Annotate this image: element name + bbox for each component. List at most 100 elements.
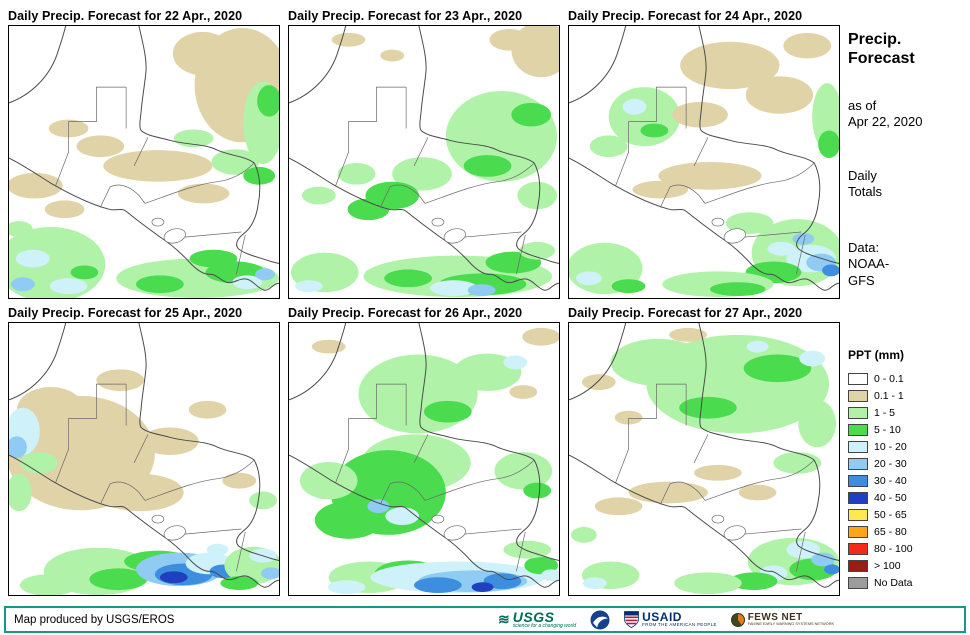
forecast-panel: Daily Precip. Forecast for 26 Apr., 2020 <box>288 305 562 596</box>
footer-bar: Map produced by USGS/EROS ≋ USGS science… <box>4 606 966 633</box>
legend-swatch <box>848 423 868 436</box>
fewsnet-wordmark: FEWS NET <box>747 611 803 623</box>
legend-item: 20 - 30 <box>848 455 913 472</box>
legend-label: No Data <box>874 576 913 589</box>
legend-swatch <box>848 389 868 402</box>
credit-text: Map produced by USGS/EROS <box>14 613 175 626</box>
precip-patches <box>290 26 559 298</box>
legend-label: 65 - 80 <box>874 525 907 538</box>
usgs-wave-icon: ≋ <box>498 611 510 627</box>
legend-label: 5 - 10 <box>874 423 901 436</box>
usgs-tagline: science for a changing world <box>512 623 577 629</box>
daily-totals-label: Daily Totals <box>848 168 882 201</box>
legend-swatch <box>848 576 868 589</box>
legend-item: 10 - 20 <box>848 438 913 455</box>
legend-swatch <box>848 406 868 419</box>
legend-item: 30 - 40 <box>848 472 913 489</box>
legend-swatch <box>848 474 868 487</box>
legend-label: 80 - 100 <box>874 542 913 555</box>
legend-label: 0.1 - 1 <box>874 389 904 402</box>
legend-label: 40 - 50 <box>874 491 907 504</box>
legend-item: 80 - 100 <box>848 540 913 557</box>
panel-title: Daily Precip. Forecast for 26 Apr., 2020 <box>288 306 523 320</box>
legend-item: 40 - 50 <box>848 489 913 506</box>
legend-label: 0 - 0.1 <box>874 372 904 385</box>
forecast-panel: Daily Precip. Forecast for 27 Apr., 2020 <box>568 305 842 596</box>
panel-title: Daily Precip. Forecast for 27 Apr., 2020 <box>568 306 803 320</box>
fewsnet-globe-icon <box>730 612 745 627</box>
legend-swatch <box>848 372 868 385</box>
sidebar-title-line1: Precip. <box>848 31 902 48</box>
usaid-logo-text: USAID FROM THE AMERICAN PEOPLE <box>642 611 717 628</box>
forecast-map <box>568 322 840 596</box>
precip-patches <box>299 327 559 595</box>
forecast-panel: Daily Precip. Forecast for 24 Apr., 2020 <box>568 8 842 299</box>
forecast-map <box>288 322 560 596</box>
usaid-wordmark: USAID <box>642 610 682 625</box>
forecast-panel: Daily Precip. Forecast for 25 Apr., 2020 <box>8 305 282 596</box>
legend: 0 - 0.1 0.1 - 1 1 - 5 5 - 10 10 - 20 20 - 30 3… <box>848 370 913 591</box>
legend-label: > 100 <box>874 559 901 572</box>
noaa-seal-icon <box>590 610 610 629</box>
panel-title: Daily Precip. Forecast for 23 Apr., 2020 <box>288 9 523 23</box>
legend-item: No Data <box>848 574 913 591</box>
fewsnet-logo-text: FEWS NET FAMINE EARLY WARNING SYSTEMS NE… <box>747 611 834 627</box>
usaid-shield-icon <box>624 611 640 628</box>
usaid-tagline: FROM THE AMERICAN PEOPLE <box>642 622 717 628</box>
sidebar-title: Precip. Forecast <box>848 30 915 68</box>
legend-label: 1 - 5 <box>874 406 896 419</box>
forecast-panel: Daily Precip. Forecast for 22 Apr., 2020 <box>8 8 282 299</box>
as-of-label: as of <box>848 98 877 113</box>
data-source-label: Data: <box>848 240 880 255</box>
forecast-map <box>288 25 560 299</box>
as-of-date: as of Apr 22, 2020 <box>848 98 922 131</box>
sidebar-title-line2: Forecast <box>848 50 915 68</box>
usgs-wordmark: USGS <box>512 609 555 625</box>
legend-swatch <box>848 542 868 555</box>
data-source-line2: NOAA- <box>848 256 890 272</box>
legend-swatch <box>848 491 868 504</box>
fewsnet-logo: FEWS NET FAMINE EARLY WARNING SYSTEMS NE… <box>730 611 834 627</box>
precip-patches <box>569 32 839 298</box>
usgs-logo: ≋ USGS science for a changing world <box>498 610 576 629</box>
legend-item: 0.1 - 1 <box>848 387 913 404</box>
legend-label: 10 - 20 <box>874 440 907 453</box>
legend-swatch <box>848 440 868 453</box>
legend-item: 5 - 10 <box>848 421 913 438</box>
forecast-panel: Daily Precip. Forecast for 23 Apr., 2020 <box>288 8 562 299</box>
map-grid: Daily Precip. Forecast for 22 Apr., 2020… <box>8 8 842 596</box>
daily-totals-line1: Daily <box>848 168 877 183</box>
legend-label: 50 - 65 <box>874 508 907 521</box>
panel-title: Daily Precip. Forecast for 25 Apr., 2020 <box>8 306 243 320</box>
forecast-map <box>568 25 840 299</box>
legend-item: 50 - 65 <box>848 506 913 523</box>
panel-title: Daily Precip. Forecast for 22 Apr., 2020 <box>8 9 243 23</box>
precip-patches <box>9 369 279 595</box>
footer-logos: ≋ USGS science for a changing world USAI… <box>498 610 834 630</box>
legend-swatch <box>848 508 868 521</box>
legend-item: 0 - 0.1 <box>848 370 913 387</box>
data-source-line3: GFS <box>848 272 875 288</box>
legend-title: PPT (mm) <box>848 348 905 362</box>
legend-label: 30 - 40 <box>874 474 907 487</box>
fewsnet-tagline: FAMINE EARLY WARNING SYSTEMS NETWORK <box>747 621 834 626</box>
forecast-map <box>8 25 280 299</box>
precip-patches <box>9 27 279 298</box>
legend-swatch <box>848 559 868 572</box>
precip-patches <box>570 327 839 595</box>
noaa-logo <box>590 610 610 630</box>
as-of-value: Apr 22, 2020 <box>848 114 923 130</box>
legend-swatch <box>848 525 868 538</box>
legend-item: 1 - 5 <box>848 404 913 421</box>
legend-item: 65 - 80 <box>848 523 913 540</box>
panel-title: Daily Precip. Forecast for 24 Apr., 2020 <box>568 9 803 23</box>
legend-label: 20 - 30 <box>874 457 907 470</box>
forecast-map <box>8 322 280 596</box>
daily-totals-line2: Totals <box>848 184 882 200</box>
usaid-logo: USAID FROM THE AMERICAN PEOPLE <box>624 611 717 628</box>
usgs-logo-text: USGS science for a changing world <box>513 610 576 629</box>
legend-items: 0 - 0.1 0.1 - 1 1 - 5 5 - 10 10 - 20 20 - 30 3… <box>848 370 913 591</box>
data-source: Data: NOAA- GFS <box>848 240 889 289</box>
legend-swatch <box>848 457 868 470</box>
legend-item: > 100 <box>848 557 913 574</box>
